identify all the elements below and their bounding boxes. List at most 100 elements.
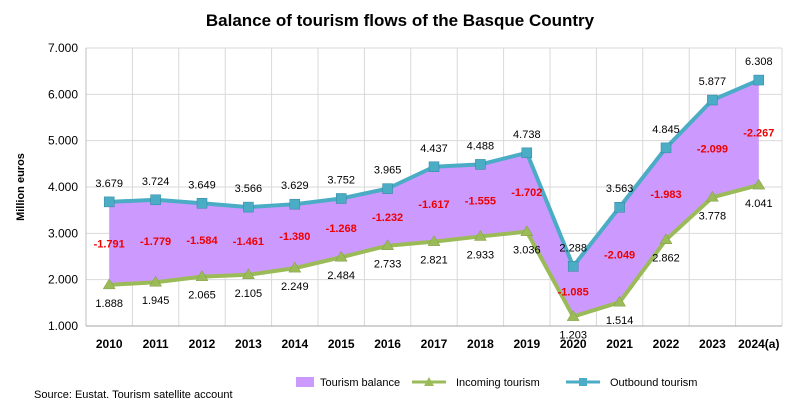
outbound-point — [660, 142, 672, 154]
incoming-point — [473, 229, 487, 241]
outbound-point — [289, 198, 301, 210]
x-tick-label: 2019 — [513, 337, 540, 351]
incoming-value-label: 1.945 — [142, 295, 170, 307]
incoming-value-label: 2.249 — [281, 281, 309, 293]
axes: 1.000 2.000 3.000 4.000 5.000 6.000 7.000 2010 2… — [48, 41, 782, 351]
y-tick-label: 2.000 — [48, 273, 78, 287]
balance-value-label: -2.267 — [743, 128, 774, 140]
incoming-value-label: 2.821 — [420, 255, 448, 267]
legend-marker-outbound — [579, 378, 587, 386]
balance-value-label: -1.617 — [418, 199, 449, 211]
incoming-point — [241, 268, 255, 280]
outbound-value-label: 3.965 — [374, 165, 402, 177]
x-tick-label: 2013 — [235, 337, 262, 351]
y-tick-label: 7.000 — [48, 41, 78, 55]
outbound-point — [150, 194, 161, 206]
balance-value-label: -2.049 — [604, 250, 635, 262]
y-tick-label: 3.000 — [48, 226, 78, 240]
outbound-value-label: 3.629 — [281, 180, 309, 192]
data-labels: 1.888 1.945 2.065 2.105 2.249 2.484 2.733 2.821… — [94, 56, 775, 342]
balance-value-label: -1.791 — [94, 238, 125, 250]
legend-marker-incoming — [424, 377, 434, 386]
x-tick-label: 2022 — [653, 337, 680, 351]
legend-swatch-balance — [296, 377, 314, 387]
incoming-value-label: 2.105 — [235, 288, 263, 300]
outbound-value-label: 4.488 — [467, 140, 495, 152]
x-tick-label: 2017 — [421, 337, 448, 351]
x-tick-label: 2021 — [606, 337, 633, 351]
outbound-point — [243, 201, 254, 213]
outbound-point — [335, 193, 347, 204]
incoming-value-label: 3.036 — [513, 245, 541, 257]
incoming-point — [705, 190, 719, 202]
balance-value-label: -1.779 — [140, 236, 171, 248]
x-tick-label: 2015 — [328, 337, 355, 351]
outbound-point — [196, 198, 208, 209]
incoming-point — [613, 295, 627, 307]
x-tick-label: 2020 — [560, 337, 587, 351]
incoming-value-label: 2.484 — [327, 270, 355, 282]
incoming-value-label: 1.888 — [95, 298, 123, 310]
outbound-value-label: 3.566 — [235, 183, 263, 195]
incoming-value-label: 3.778 — [699, 210, 727, 222]
incoming-point — [427, 235, 441, 246]
balance-value-label: -1.584 — [186, 235, 218, 247]
balance-value-label: -2.099 — [697, 144, 728, 156]
outbound-point — [475, 159, 486, 170]
outbound-value-label: 3.649 — [188, 179, 216, 191]
incoming-point — [752, 178, 766, 190]
x-tick-label: 2012 — [189, 337, 216, 351]
incoming-point — [520, 225, 534, 236]
x-tick-label: 2010 — [96, 337, 123, 351]
incoming-value-label: 4.041 — [745, 198, 773, 210]
y-axis-label: Million euros — [15, 153, 27, 221]
chart-title: Balance of tourism flows of the Basque C… — [206, 11, 595, 30]
x-tick-label: 2024(a) — [738, 337, 779, 351]
incoming-value-label: 2.933 — [467, 249, 495, 261]
incoming-point — [334, 250, 348, 262]
balance-value-label: -1.702 — [511, 187, 542, 199]
balance-value-label: -1.555 — [465, 195, 496, 207]
outbound-value-label: 3.724 — [142, 176, 170, 188]
outbound-point — [521, 147, 533, 159]
outbound-value-label: 5.877 — [699, 76, 727, 88]
y-tick-label: 1.000 — [48, 319, 78, 333]
x-tick-label: 2023 — [699, 337, 726, 351]
legend-label-incoming: Incoming tourism — [456, 377, 540, 389]
outbound-point — [707, 94, 718, 106]
incoming-point — [102, 278, 116, 290]
incoming-point — [566, 310, 580, 321]
y-tick-label: 5.000 — [48, 134, 78, 148]
incoming-value-label: 1.514 — [606, 315, 634, 327]
x-tick-label: 2016 — [374, 337, 401, 351]
y-tick-label: 4.000 — [48, 180, 78, 194]
series-lines — [102, 74, 766, 321]
x-tick-label: 2018 — [467, 337, 494, 351]
incoming-value-label: 1.203 — [559, 330, 587, 342]
outbound-point — [382, 183, 393, 194]
incoming-point — [659, 233, 673, 244]
outbound-value-label: 3.563 — [606, 183, 634, 195]
tourism-balance-area — [109, 80, 759, 317]
x-tick-label: 2011 — [143, 337, 169, 351]
outbound-value-label: 4.738 — [513, 129, 541, 141]
balance-value-label: -1.461 — [233, 236, 264, 248]
balance-value-label: -1.380 — [279, 231, 310, 243]
incoming-value-label: 2.862 — [652, 253, 680, 265]
balance-value-label: -1.983 — [650, 189, 681, 201]
incoming-point — [381, 239, 395, 250]
legend-label-outbound: Outbound tourism — [610, 377, 697, 389]
incoming-point — [288, 261, 302, 273]
outbound-value-label: 6.308 — [745, 56, 773, 68]
incoming-value-label: 2.065 — [188, 290, 216, 302]
balance-area — [109, 80, 759, 317]
outbound-value-label: 4.845 — [652, 124, 680, 136]
outbound-value-label: 2.288 — [559, 242, 587, 254]
legend: Tourism balance Incoming tourism Outbound … — [296, 377, 697, 389]
incoming-point — [149, 275, 163, 287]
legend-label-balance: Tourism balance — [320, 377, 400, 389]
balance-value-label: -1.085 — [558, 286, 589, 298]
outbound-point — [753, 74, 765, 86]
